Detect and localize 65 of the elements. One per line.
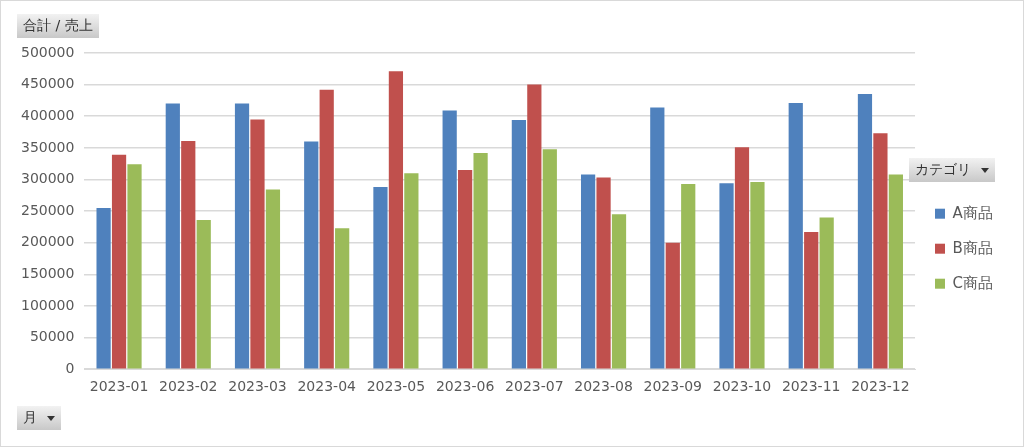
bar [873,133,888,369]
bar [665,242,680,369]
y-tick-label: 50000 [29,328,75,345]
bar [681,183,696,369]
bar [804,231,819,369]
bar [250,119,265,369]
bar [650,107,665,369]
bar [388,71,404,369]
legend-label: B商品 [952,238,993,257]
bar [181,140,196,369]
bar [857,94,873,369]
bar [580,174,596,369]
bar [196,219,211,369]
x-tick-label: 2023-01 [89,378,149,395]
x-tick-label: 2023-09 [643,378,703,395]
x-tick-label: 2023-08 [574,378,633,395]
x-tick-label: 2023-07 [505,378,564,395]
legend-label: A商品 [952,203,993,222]
y-tick-label: 100000 [20,296,75,313]
x-tick-label: 2023-02 [159,378,218,395]
bar [542,149,557,369]
chart-title: 合計 / 売上 [23,17,93,35]
bar [527,84,542,369]
bar [127,164,142,369]
bar [734,147,750,369]
y-tick-label: 0 [65,359,75,376]
bar [165,103,180,369]
legend-title: カテゴリ [915,161,971,179]
bar [404,173,419,369]
bar [335,228,350,369]
x-tick-label: 2023-06 [435,378,495,395]
bar [719,183,734,369]
bar [442,110,457,369]
x-tick-label: 2023-05 [366,378,426,395]
bar [458,169,473,369]
bar [511,120,526,369]
y-tick-label: 500000 [20,43,75,60]
y-tick-label: 200000 [20,233,75,250]
bar [304,141,319,369]
legend-label: C商品 [952,273,994,292]
y-tick-label: 450000 [20,75,75,92]
bar [888,174,903,369]
y-tick-label: 400000 [20,106,75,123]
bar [234,103,250,369]
x-tick-label: 2023-04 [297,378,357,395]
bar [819,217,834,369]
bar [611,214,627,369]
y-tick-label: 300000 [20,170,75,187]
bar [319,89,334,369]
bar [788,102,803,369]
bar [373,187,388,369]
y-tick-label: 150000 [20,264,75,281]
bar [473,152,488,369]
y-tick-label: 350000 [20,138,75,155]
bar [265,189,281,369]
bar [96,207,111,369]
x-tick-label: 2023-03 [228,378,287,395]
bar [111,154,127,369]
bar [596,177,611,369]
x-tick-label: 2023-11 [781,378,841,395]
x-tick-label: 2023-12 [851,378,910,395]
bar [750,182,765,369]
x-axis-title: 月 [23,409,37,427]
x-tick-label: 2023-10 [712,378,772,395]
y-tick-label: 250000 [20,201,75,218]
